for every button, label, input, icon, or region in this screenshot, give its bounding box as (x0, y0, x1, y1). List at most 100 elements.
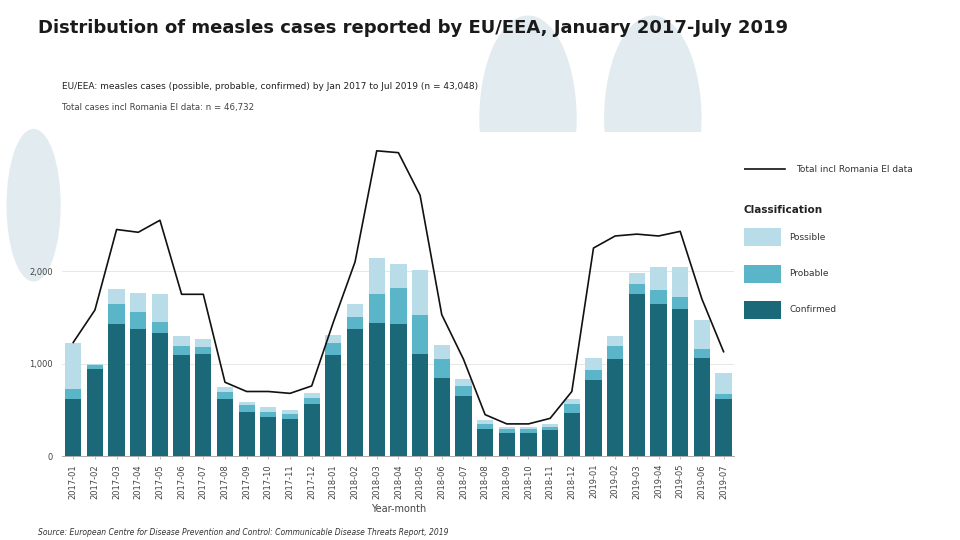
Bar (412, 315, 428, 354)
Bar (715, 394, 732, 399)
Bar (520, 427, 537, 429)
Bar (325, 343, 342, 355)
Bar (542, 430, 559, 456)
Bar (131, 312, 146, 328)
Bar (131, 293, 146, 312)
Text: Classification: Classification (744, 205, 823, 215)
Bar (131, 328, 146, 456)
Bar (520, 433, 537, 456)
Bar (629, 273, 645, 284)
Bar (65, 399, 82, 456)
Bar (217, 392, 233, 399)
Bar (325, 355, 342, 456)
Text: Total incl Romania EI data: Total incl Romania EI data (796, 165, 912, 174)
Ellipse shape (605, 16, 701, 221)
Bar (694, 358, 710, 456)
Bar (477, 420, 493, 424)
Bar (391, 324, 406, 456)
Bar (455, 396, 471, 456)
Bar (498, 433, 515, 456)
Text: EU/EEA: measles cases (possible, probable, confirmed) by Jan 2017 to Jul 2019 (n: EU/EEA: measles cases (possible, probabl… (62, 82, 478, 91)
Bar (607, 346, 623, 359)
Text: Total cases incl Romania EI data: n = 46,732: Total cases incl Romania EI data: n = 46… (62, 103, 254, 112)
Bar (715, 373, 732, 394)
Bar (498, 429, 515, 433)
Bar (434, 359, 450, 377)
Bar (217, 387, 233, 392)
Bar (174, 355, 190, 456)
Bar (152, 333, 168, 456)
Text: Possible: Possible (789, 233, 826, 242)
Bar (152, 294, 168, 322)
Bar (347, 328, 363, 456)
Bar (520, 429, 537, 433)
Bar (238, 412, 254, 456)
Bar (238, 402, 254, 406)
Bar (629, 284, 645, 294)
Bar (238, 406, 254, 412)
Bar (282, 414, 299, 419)
Bar (195, 339, 211, 347)
Bar (86, 369, 103, 456)
Bar (477, 429, 493, 456)
Bar (303, 398, 320, 403)
Bar (744, 228, 781, 246)
Bar (607, 359, 623, 456)
Bar (744, 301, 781, 319)
Bar (542, 427, 559, 430)
Bar (217, 399, 233, 456)
Bar (586, 370, 602, 380)
Text: Distribution of measles cases reported by EU/EEA, January 2017-July 2019: Distribution of measles cases reported b… (38, 19, 788, 37)
Bar (303, 393, 320, 398)
Bar (391, 264, 406, 288)
Bar (694, 320, 710, 349)
Bar (412, 270, 428, 315)
Bar (65, 343, 82, 389)
Text: Probable: Probable (789, 269, 828, 278)
Bar (86, 364, 103, 365)
Bar (744, 265, 781, 283)
Bar (586, 380, 602, 456)
Bar (347, 316, 363, 328)
Bar (672, 297, 688, 309)
Bar (629, 294, 645, 456)
Bar (369, 323, 385, 456)
Bar (260, 412, 276, 417)
Bar (195, 354, 211, 456)
Bar (174, 346, 190, 355)
Bar (282, 419, 299, 456)
Bar (369, 294, 385, 323)
Bar (325, 335, 342, 343)
Bar (369, 258, 385, 294)
Ellipse shape (480, 16, 576, 221)
Bar (152, 322, 168, 333)
Bar (434, 377, 450, 456)
Text: Confirmed: Confirmed (789, 306, 836, 314)
Bar (564, 399, 580, 404)
Bar (282, 410, 299, 414)
Bar (694, 349, 710, 358)
Bar (65, 389, 82, 399)
Bar (455, 386, 471, 396)
Bar (607, 336, 623, 346)
Bar (108, 324, 125, 456)
Bar (650, 305, 666, 456)
Bar (542, 424, 559, 427)
Bar (715, 399, 732, 456)
Bar (412, 354, 428, 456)
Bar (391, 288, 406, 324)
Bar (260, 407, 276, 412)
Bar (650, 289, 666, 305)
Bar (108, 303, 125, 324)
Bar (498, 427, 515, 429)
Bar (260, 417, 276, 456)
Bar (650, 267, 666, 289)
Bar (672, 309, 688, 456)
Text: Source: European Centre for Disease Prevention and Control: Communicable Disease: Source: European Centre for Disease Prev… (38, 528, 449, 537)
Bar (672, 267, 688, 297)
Bar (86, 364, 103, 369)
Bar (195, 347, 211, 354)
Bar (347, 305, 363, 316)
Bar (477, 424, 493, 429)
Bar (455, 379, 471, 386)
